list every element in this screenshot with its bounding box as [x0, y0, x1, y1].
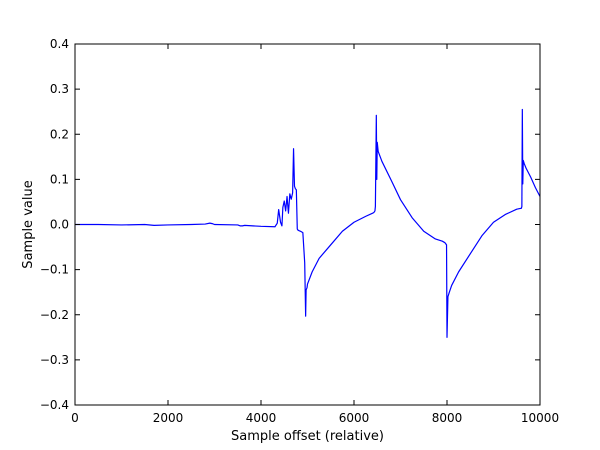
x-axis: 0 2000 4000 6000 8000 10000	[71, 44, 559, 425]
x-tick-label: 4000	[246, 411, 277, 425]
y-tick-label: −0.2	[40, 308, 69, 322]
plot-area	[75, 108, 541, 338]
y-tick-label: 0.3	[50, 82, 69, 96]
y-axis: −0.4 −0.3 −0.2 −0.1 0.0 0.1 0.2 0.3 0.4	[40, 37, 540, 412]
x-tick-label: 2000	[153, 411, 184, 425]
x-tick-label: 8000	[432, 411, 463, 425]
y-axis-label: Sample value	[21, 180, 36, 268]
y-tick-label: −0.4	[40, 398, 69, 412]
y-tick-label: 0.4	[50, 37, 69, 51]
y-tick-label: 0.1	[50, 172, 69, 186]
y-tick-label: −0.3	[40, 353, 69, 367]
y-tick-label: −0.1	[40, 263, 69, 277]
y-tick-label: 0.0	[50, 218, 69, 232]
x-axis-label: Sample offset (relative)	[231, 429, 384, 444]
x-tick-label: 6000	[339, 411, 370, 425]
x-tick-label: 0	[71, 411, 79, 425]
y-tick-label: 0.2	[50, 127, 69, 141]
x-tick-label: 10000	[521, 411, 559, 425]
series-line-0	[75, 108, 541, 338]
